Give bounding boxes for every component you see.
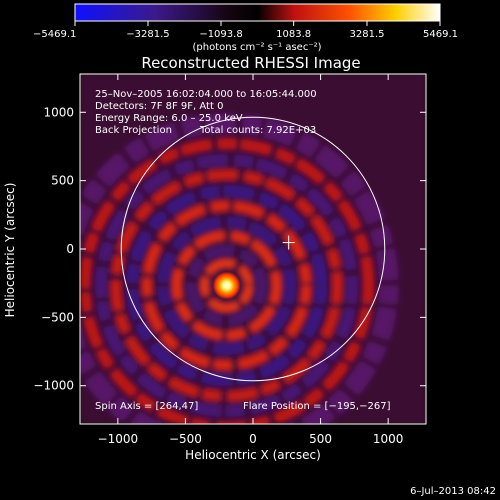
annotation-method: Back Projection bbox=[95, 125, 172, 136]
colorbar-tick-label: 5469.1 bbox=[423, 29, 458, 40]
heatmap-image bbox=[80, 74, 426, 424]
x-tick-label: 1000 bbox=[373, 432, 404, 446]
x-tick-label: 0 bbox=[249, 432, 257, 446]
colorbar-tick-labels: −5469.1 −3281.5 −1093.8 1083.8 3281.5 5469.1 bbox=[33, 29, 458, 40]
annotation-energy: Energy Range: 6.0 – 25.0 keV bbox=[95, 113, 243, 124]
y-axis-label: Heliocentric Y (arcsec) bbox=[3, 183, 17, 318]
solar-limb-circle bbox=[120, 116, 386, 382]
colorbar-tick-label: 3281.5 bbox=[350, 29, 385, 40]
x-tick-label: −1000 bbox=[98, 432, 139, 446]
y-tick-label: 500 bbox=[51, 174, 74, 188]
colorbar-tick-label: 1083.8 bbox=[276, 29, 311, 40]
spin-axis-marker bbox=[282, 235, 295, 250]
y-axis-ticks: 1000 500 0 −500 −1000 bbox=[33, 105, 426, 393]
y-tick-label: −500 bbox=[41, 310, 74, 324]
annotation-spin-axis: Spin Axis = [264,47] bbox=[95, 401, 198, 412]
chart-title: Reconstructed RHESSI Image bbox=[141, 54, 360, 72]
colorbar-ticks bbox=[74, 21, 441, 26]
annotation-flare-position: Flare Position = [−195,−267] bbox=[243, 401, 391, 412]
flare-source bbox=[212, 271, 241, 300]
x-axis-label: Heliocentric X (arcsec) bbox=[185, 448, 321, 462]
footer-timestamp: 6–Jul–2013 08:42 bbox=[410, 486, 496, 497]
colorbar-tick-label: −3281.5 bbox=[126, 29, 169, 40]
y-tick-label: 1000 bbox=[43, 105, 74, 119]
y-tick-label: −1000 bbox=[33, 379, 74, 393]
colorbar bbox=[74, 3, 441, 22]
x-tick-label: −500 bbox=[169, 432, 202, 446]
colorbar-tick-label: −1093.8 bbox=[199, 29, 242, 40]
colorbar-tick-label: −5469.1 bbox=[33, 29, 76, 40]
x-axis-ticks: −1000 −500 0 500 1000 bbox=[98, 74, 404, 446]
annotation-total-counts: Total counts: 7.92E+03 bbox=[199, 125, 316, 136]
colorbar-unit-label: (photons cm⁻² s⁻¹ asec⁻²) bbox=[192, 42, 321, 53]
y-tick-label: 0 bbox=[66, 242, 74, 256]
annotation-time-range: 25–Nov–2005 16:02:04.000 to 16:05:44.000 bbox=[95, 89, 317, 100]
x-tick-label: 500 bbox=[309, 432, 332, 446]
annotation-detectors: Detectors: 7F 8F 9F, Att 0 bbox=[95, 101, 223, 112]
